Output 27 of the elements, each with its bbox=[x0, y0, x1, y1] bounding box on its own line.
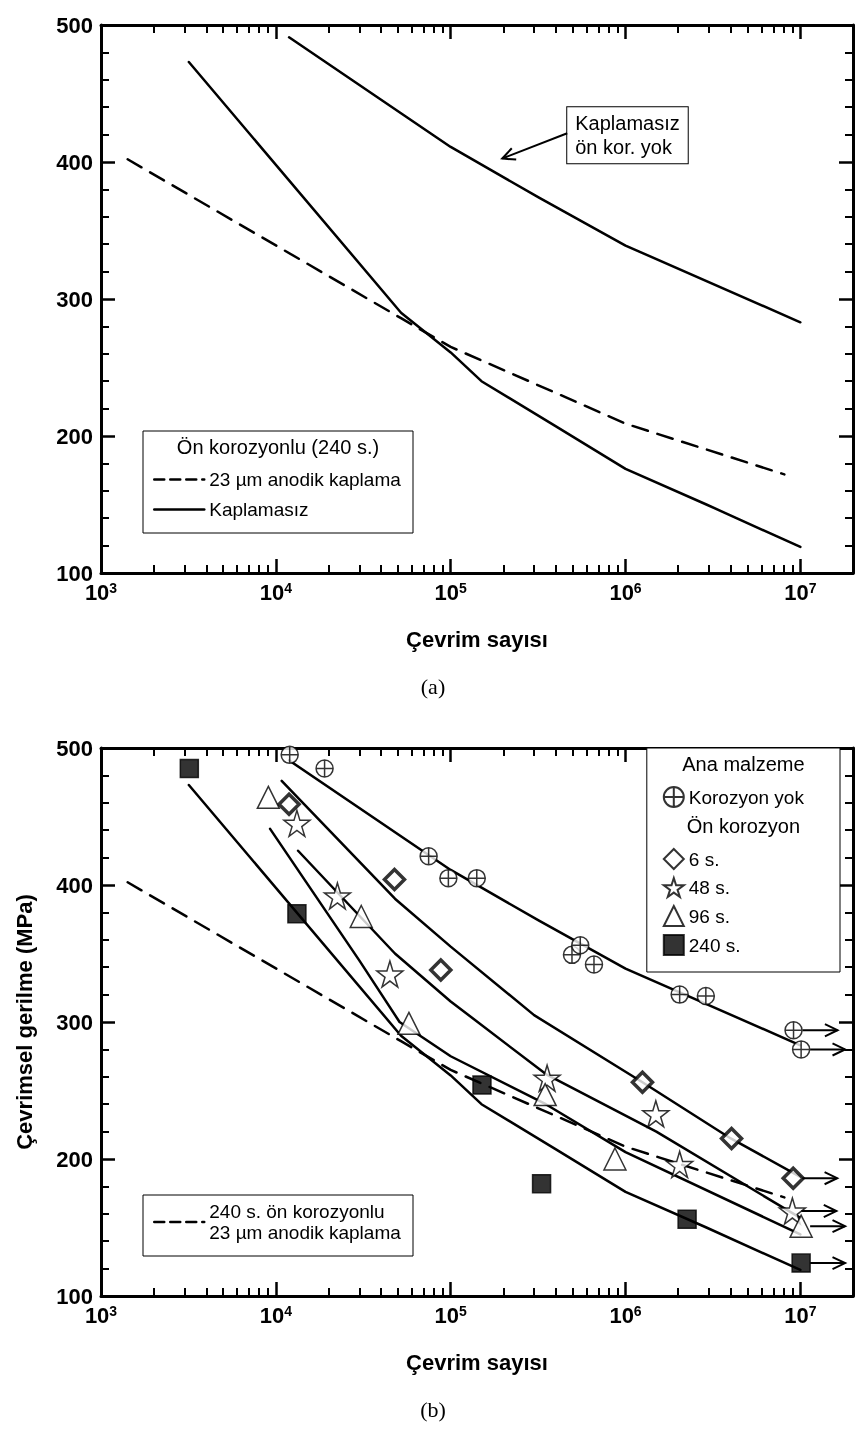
text: Ön korozyon bbox=[686, 815, 801, 837]
y-tick-label: 400 bbox=[56, 149, 93, 175]
y-tick-label: 100 bbox=[56, 560, 93, 586]
y-tick-label: 100 bbox=[56, 1283, 93, 1309]
legend-label: 6 s. bbox=[688, 848, 720, 870]
y-tick-label: 300 bbox=[56, 286, 93, 312]
y-tick-label: 200 bbox=[56, 423, 93, 449]
y-tick-label: 300 bbox=[56, 1009, 93, 1035]
x-axis-title: Çevrim sayısı bbox=[406, 1349, 548, 1375]
text: (b) bbox=[420, 1396, 446, 1422]
x-axis-title: Çevrim sayısı bbox=[406, 626, 548, 652]
legend-label: 240 s. ön korozyonlu 23 µm anodik kaplama bbox=[209, 1201, 402, 1243]
y-axis-title: Çevrimsel gerilme (MPa) bbox=[11, 894, 37, 1150]
legend-label: Korozyon yok bbox=[688, 786, 805, 808]
text: Ana malzeme bbox=[682, 753, 805, 775]
y-tick-label: 200 bbox=[56, 1146, 93, 1172]
legend-label: 48 s. bbox=[688, 877, 730, 898]
legend-label: 23 µm anodik kaplama bbox=[209, 469, 402, 490]
y-tick-label: 400 bbox=[56, 872, 93, 898]
legend-label: 240 s. bbox=[688, 934, 741, 956]
y-tick-label: 500 bbox=[56, 735, 93, 761]
y-tick-label: 500 bbox=[56, 12, 93, 38]
legend-label: Kaplamasız bbox=[209, 499, 309, 520]
text: (a) bbox=[420, 673, 446, 699]
legend-label: 96 s. bbox=[688, 905, 730, 927]
annotation: Kaplamasız ön kor. yok bbox=[575, 112, 680, 159]
legend-title: Ön korozyonlu (240 s.) bbox=[176, 436, 380, 458]
